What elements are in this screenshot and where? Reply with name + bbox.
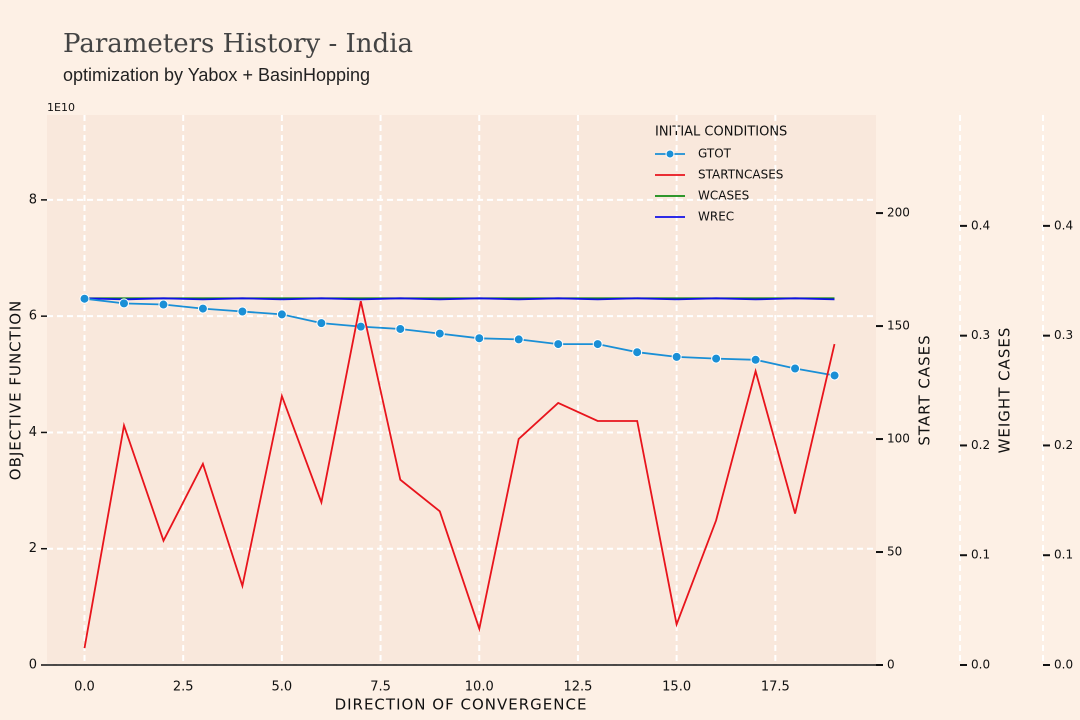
- data-point: [237, 306, 248, 317]
- x-tick-label: 5.0: [272, 680, 293, 695]
- data-point: [592, 339, 603, 350]
- x-tick-label: 15.0: [662, 680, 691, 695]
- y-offset-label: 1E10: [47, 101, 75, 114]
- data-point: [513, 334, 524, 345]
- y-tick-label: 6: [29, 309, 37, 324]
- y3-axis-label: WEIGHT CASES: [996, 327, 1014, 454]
- y-tick-label: 0.3: [1054, 328, 1073, 342]
- y-tick-label: 150: [887, 319, 910, 333]
- y-tick-label: 4: [29, 425, 37, 440]
- y-tick-label: 8: [29, 192, 37, 207]
- y-tick-label: 0.0: [1054, 658, 1073, 672]
- x-tick-label: 7.5: [370, 680, 391, 695]
- data-point: [434, 328, 445, 339]
- x-tick-label: 12.5: [563, 680, 592, 695]
- data-point: [118, 298, 129, 309]
- x-tick-label: 2.5: [173, 680, 194, 695]
- series-line: [84, 297, 835, 301]
- y2-axis-label: START CASES: [916, 334, 934, 445]
- y-tick-label: 2: [29, 541, 37, 556]
- y-tick-label: 0.1: [971, 548, 990, 562]
- plot-area: [47, 115, 876, 665]
- y-tick-label: 0.2: [971, 438, 990, 452]
- data-point: [474, 333, 485, 344]
- data-point: [750, 354, 761, 365]
- series-line: [83, 301, 836, 649]
- data-point: [158, 299, 169, 310]
- data-point: [553, 339, 564, 350]
- data-point: [395, 323, 406, 334]
- y-tick-label: 0: [887, 658, 895, 672]
- data-point: [711, 353, 722, 364]
- y-tick-label: 0: [29, 658, 37, 673]
- data-point: [316, 318, 327, 329]
- y-tick-label: 50: [887, 545, 902, 559]
- y-tick-label: 0.2: [1054, 438, 1073, 452]
- legend-label: gtot: [698, 147, 732, 161]
- y-tick-label: 200: [887, 206, 910, 220]
- series-line: [84, 297, 835, 377]
- legend-label: startncases: [698, 168, 783, 182]
- chart-subtitle: optimization by Yabox + BasinHopping: [63, 65, 370, 85]
- y-tick-label: 0.4: [1054, 218, 1073, 232]
- y-axis-label: OBJECTIVE FUNCTION: [7, 300, 25, 480]
- data-point: [79, 293, 90, 304]
- data-point: [632, 347, 643, 358]
- x-tick-label: 10.0: [465, 680, 494, 695]
- y-tick-label: 100: [887, 432, 910, 446]
- legend-title: INITIAL CONDITIONS: [655, 125, 787, 140]
- legend-marker: [665, 149, 675, 159]
- data-point: [276, 309, 287, 320]
- y-tick-label: 0.0: [971, 658, 990, 672]
- data-point: [671, 351, 682, 362]
- legend-label: wrec: [698, 210, 734, 224]
- y-tick-label: 0.4: [971, 218, 990, 232]
- chart-title: Parameters History - India: [63, 29, 413, 59]
- x-tick-label: 17.5: [761, 680, 790, 695]
- data-point: [197, 303, 208, 314]
- y-tick-label: 0.3: [971, 328, 990, 342]
- y-tick-label: 0.1: [1054, 548, 1073, 562]
- x-axis-label: DIRECTION OF CONVERGENCE: [335, 696, 588, 714]
- data-point: [790, 363, 801, 374]
- data-point: [355, 321, 366, 332]
- x-tick-label: 0.0: [74, 680, 95, 695]
- data-point: [829, 370, 840, 381]
- legend-label: wcases: [698, 189, 749, 203]
